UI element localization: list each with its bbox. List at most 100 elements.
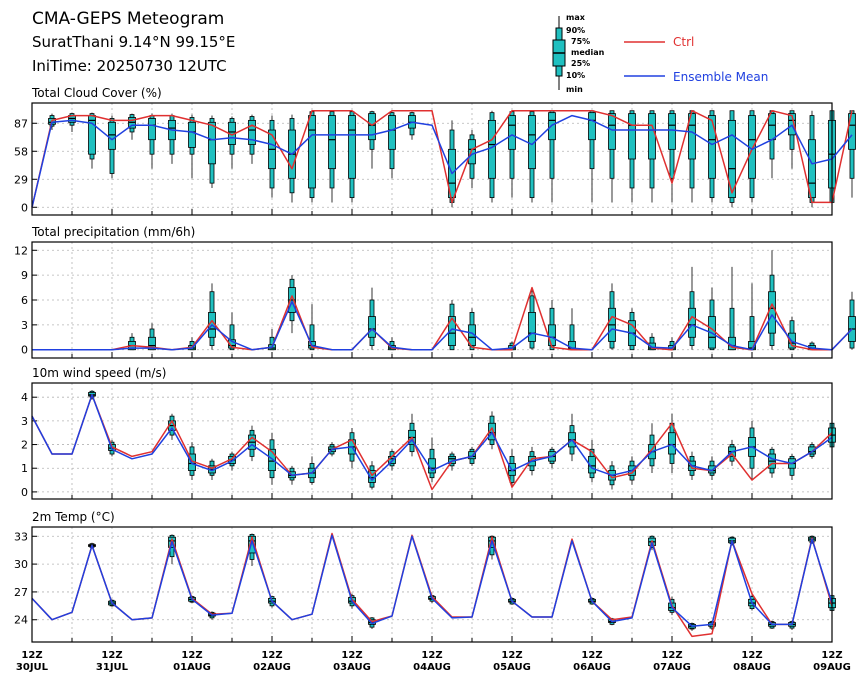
xtick-hour: 12Z (821, 650, 842, 661)
xtick-hour: 12Z (421, 650, 442, 661)
panel-title-precip: Total precipitation (mm/6h) (31, 225, 195, 239)
box-wind (748, 420, 756, 481)
ytick-label-precip: 0 (21, 344, 28, 357)
legend-ens-label: Ensemble Mean (673, 70, 768, 84)
iqr-box (328, 115, 336, 170)
ytick-label-cloud: 0 (21, 201, 28, 214)
iqr-box (668, 432, 676, 455)
ctrl-line-wind (31, 394, 833, 491)
box-wind (388, 449, 396, 471)
box-cloud (268, 115, 276, 198)
ytick-label-precip: 12 (14, 244, 28, 257)
box-cloud (248, 114, 256, 164)
legend-ctrl-label: Ctrl (673, 35, 694, 49)
iqr-box (488, 119, 496, 179)
xtick-date: 06AUG (573, 662, 611, 673)
box-precip (448, 300, 456, 351)
box-cloud (188, 114, 196, 179)
iqr-box (768, 113, 776, 141)
xtick-date: 08AUG (733, 662, 771, 673)
xtick-date: 07AUG (653, 662, 691, 673)
xtick-date: 02AUG (253, 662, 291, 673)
box-cloud (308, 110, 316, 203)
box-cloud (288, 114, 296, 203)
iqr-box (648, 113, 656, 160)
ytick-label-precip: 9 (21, 269, 28, 282)
box-cloud (488, 110, 496, 203)
chart-title: CMA-GEPS Meteogram (32, 9, 224, 29)
legend: max 90% 75% median 25% 10% min Ctrl Ense… (552, 13, 768, 94)
xtick-hour: 12Z (741, 650, 762, 661)
iqr-box (728, 119, 736, 199)
box-precip (128, 333, 136, 351)
iqr-box (808, 446, 816, 455)
ens-line-cloud (31, 114, 853, 208)
box-cloud (228, 116, 236, 169)
xtick-date: 30JUL (16, 662, 49, 673)
iqr-box (308, 115, 316, 189)
legend-p75: 75% (571, 37, 590, 46)
iqr-box (388, 115, 396, 150)
ytick-label-cloud: 58 (14, 145, 28, 158)
xtick-hour: 12Z (501, 650, 522, 661)
box-wind (728, 439, 736, 466)
box-wind (428, 437, 436, 483)
iqr-box (508, 115, 516, 150)
xtick-date: 04AUG (413, 662, 451, 673)
box-cloud (788, 110, 796, 169)
iqr-box (548, 324, 556, 346)
box-cloud (508, 110, 516, 198)
box-cloud (368, 110, 376, 169)
iqr-box (768, 291, 776, 334)
box-precip (728, 266, 736, 351)
panel-title-temp: 2m Temp (°C) (32, 510, 115, 524)
legend-box-glyph (552, 16, 566, 90)
box-precip (148, 323, 156, 351)
box-precip (848, 291, 856, 350)
box-cloud (768, 110, 776, 179)
ens-line-precip (32, 300, 853, 351)
iqr-box (628, 113, 636, 160)
box-wind (408, 413, 416, 457)
box-cloud (748, 110, 756, 203)
legend-p90: 90% (566, 26, 585, 35)
ens-line-temp (31, 534, 833, 627)
box-cloud (408, 111, 416, 140)
panel-temp: 2m Temp (°C) 24 27 30 33 (14, 510, 836, 643)
xtick-date: 09AUG (813, 662, 851, 673)
iqr-box (108, 121, 116, 150)
iqr-box (468, 139, 476, 165)
xtick-date: 05AUG (493, 662, 531, 673)
ytick-label-wind: 0 (21, 486, 28, 499)
panel-wind: 10m wind speed (m/s) 0 1 2 3 4 (21, 366, 836, 500)
xtick-hour: 12Z (181, 650, 202, 661)
xtick-hour: 12Z (661, 650, 682, 661)
xtick-hour: 12Z (581, 650, 602, 661)
xtick-hour: 12Z (101, 650, 122, 661)
box-cloud (68, 112, 76, 132)
box-cloud (208, 115, 216, 188)
iqr-box (788, 113, 796, 136)
xtick-hour: 12Z (261, 650, 282, 661)
box-precip (208, 283, 216, 350)
iqr-box (688, 307, 696, 338)
box-cloud (108, 115, 116, 179)
box-cloud (708, 110, 716, 203)
iqr-box (368, 113, 376, 141)
box-cloud (608, 110, 616, 203)
legend-p10: 10% (566, 71, 585, 80)
panel-cloud: Total Cloud Cover (%) 0 29 58 87 (14, 86, 856, 216)
box-cloud (528, 110, 536, 203)
box-precip (688, 266, 696, 350)
box-cloud (328, 110, 336, 203)
legend-median: median (571, 48, 605, 57)
box-cloud (348, 110, 356, 203)
ytick-label-wind: 3 (21, 415, 28, 428)
box-precip (568, 308, 576, 351)
ytick-label-temp: 27 (14, 586, 28, 599)
legend-min: min (566, 85, 583, 94)
xtick-date: 01AUG (173, 662, 211, 673)
box-wind (788, 454, 796, 481)
iqr-box (528, 312, 536, 342)
